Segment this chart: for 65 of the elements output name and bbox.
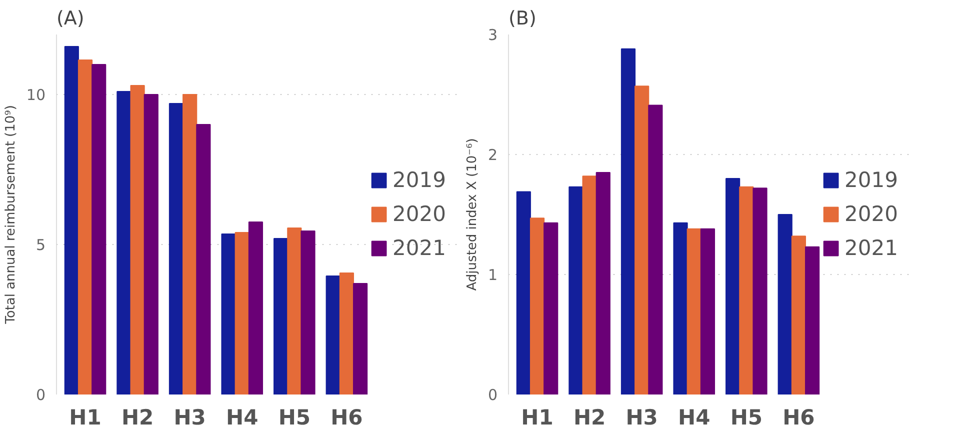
bar — [673, 222, 688, 394]
x-tick-label: H5 — [730, 406, 763, 430]
chart-title: (A) — [56, 8, 84, 30]
bar — [182, 94, 198, 394]
y-tick-label: 10 — [26, 86, 46, 104]
bar — [778, 214, 792, 394]
x-tick-label: H3 — [626, 406, 658, 430]
bar — [130, 85, 145, 394]
y-tick-label: 2 — [488, 146, 498, 164]
legend-label: 2021 — [844, 236, 898, 260]
bar — [804, 246, 820, 394]
bar — [620, 48, 636, 394]
bar — [300, 230, 316, 394]
bar — [339, 272, 354, 394]
bar — [582, 176, 597, 394]
x-tick-label: H2 — [121, 406, 154, 430]
chart-title: (B) — [508, 8, 536, 30]
legend-label: 2021 — [392, 236, 446, 260]
x-tick-label: H2 — [573, 406, 606, 430]
bar — [78, 60, 93, 394]
bar — [544, 222, 558, 394]
y-tick-label: 0 — [488, 386, 498, 404]
bar — [196, 124, 211, 394]
y-tick-label: 0 — [36, 386, 46, 404]
x-tick-label: H1 — [69, 406, 102, 430]
x-tick-label: H6 — [782, 406, 815, 430]
bar — [144, 94, 158, 394]
bar — [791, 236, 806, 394]
y-axis-title: Total annual reimbursement (10⁹) — [3, 105, 18, 325]
bar — [168, 103, 184, 394]
bar — [568, 186, 584, 394]
bar — [700, 228, 716, 394]
bar — [116, 91, 132, 394]
y-tick-label: 3 — [488, 26, 498, 44]
bar — [530, 218, 545, 394]
y-tick-label: 1 — [488, 266, 498, 284]
bar — [234, 232, 250, 394]
y-axis-title: Adjusted index X (10⁻⁶) — [464, 138, 480, 291]
bar — [739, 186, 754, 394]
bar — [64, 46, 79, 394]
legend-label: 2019 — [844, 168, 898, 192]
bar — [92, 64, 106, 394]
legend-label: 2020 — [392, 202, 446, 226]
x-tick-label: H4 — [226, 406, 258, 430]
bar — [726, 178, 740, 394]
bar — [352, 283, 368, 394]
bar — [248, 222, 264, 394]
legend-label: 2020 — [844, 202, 898, 226]
bar — [221, 234, 236, 394]
x-tick-label: H1 — [521, 406, 554, 430]
x-tick-label: H4 — [678, 406, 710, 430]
y-tick-label: 5 — [36, 236, 46, 254]
x-tick-label: H5 — [278, 406, 311, 430]
bar — [686, 228, 702, 394]
bar — [752, 188, 768, 394]
bar — [596, 172, 610, 394]
bar — [516, 191, 531, 394]
bar — [326, 276, 340, 394]
bar — [274, 238, 288, 394]
bar — [287, 228, 302, 394]
bar — [648, 104, 663, 394]
x-tick-label: H3 — [174, 406, 206, 430]
x-tick-label: H6 — [330, 406, 363, 430]
legend-label: 2019 — [392, 168, 446, 192]
bar — [634, 86, 650, 394]
